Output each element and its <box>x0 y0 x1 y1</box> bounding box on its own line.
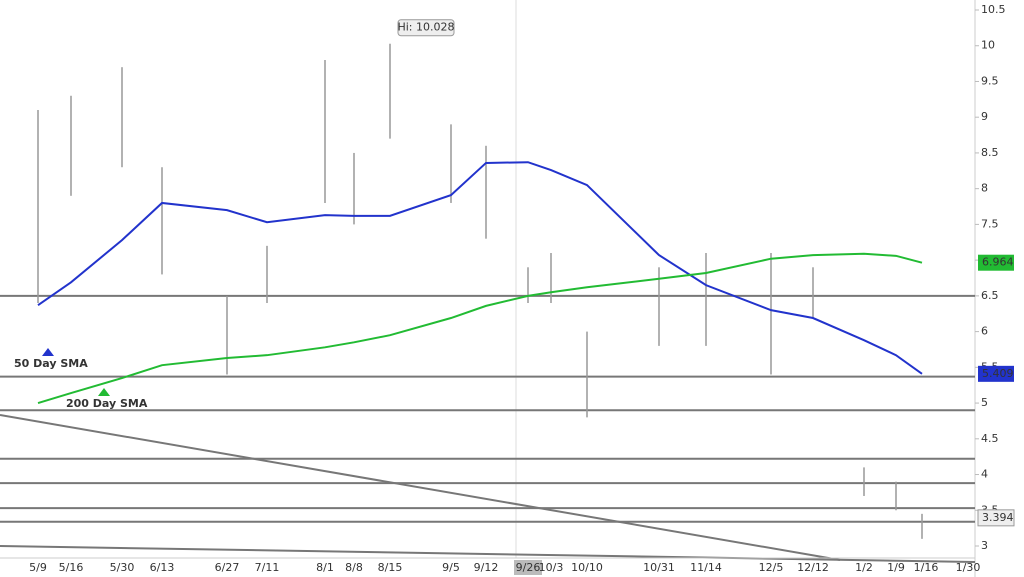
y-tick-label: 10 <box>981 39 995 52</box>
y-tick-label: 6 <box>981 325 988 338</box>
x-tick-label: 10/31 <box>643 561 675 574</box>
x-tick-label: 12/12 <box>797 561 829 574</box>
x-tick-label: 8/15 <box>378 561 403 574</box>
y-tick-label: 8.5 <box>981 146 999 159</box>
x-tick-label: 6/27 <box>215 561 240 574</box>
x-tick-label: 11/14 <box>690 561 722 574</box>
trend-line <box>0 545 976 563</box>
annotation-box <box>397 19 455 37</box>
x-tick-label: 9/12 <box>474 561 499 574</box>
annotation: Hi: 10.028 <box>397 21 454 34</box>
x-tick-label: 1/2 <box>855 561 873 574</box>
x-tick-label: 10/10 <box>571 561 603 574</box>
x-tick-label: 1/30 <box>956 561 981 574</box>
x-tick-label: 6/13 <box>150 561 175 574</box>
legend-marker <box>98 388 110 396</box>
last-value-label: 5.409 <box>982 367 1014 380</box>
x-tick-label: 8/8 <box>345 561 363 574</box>
last-value-box <box>978 254 1014 271</box>
x-tick-label: 1/16 <box>914 561 939 574</box>
sma-line <box>37 161 923 375</box>
x-tick-label: 1/9 <box>887 561 905 574</box>
highlight-box <box>514 560 542 575</box>
x-tick-label: 5/30 <box>110 561 135 574</box>
y-tick-label: 3 <box>981 539 988 552</box>
y-tick-label: 8 <box>981 182 988 195</box>
legend-label: 200 Day SMA <box>66 397 148 410</box>
y-tick-label: 7.5 <box>981 217 999 230</box>
y-tick-label: 6.5 <box>981 289 999 302</box>
y-tick-label: 10.5 <box>981 3 1006 16</box>
x-tick-label: 10/3 <box>539 561 564 574</box>
last-price-label: 3.394 <box>982 511 1014 524</box>
x-tick-label: 9/5 <box>442 561 460 574</box>
x-tick-label: 5/16 <box>59 561 84 574</box>
trend-line <box>0 414 841 561</box>
sma-line <box>37 252 923 405</box>
x-tick-label: 7/11 <box>255 561 280 574</box>
x-tick-label: 8/1 <box>316 561 334 574</box>
last-value-box <box>978 365 1014 382</box>
x-tick-label: 5/9 <box>29 561 47 574</box>
last-price-box <box>977 509 1015 527</box>
y-tick-label: 4.5 <box>981 432 999 445</box>
y-tick-label: 9.5 <box>981 74 999 87</box>
x-tick-label: 12/5 <box>759 561 784 574</box>
x-tick-label: 9/26 <box>516 561 541 574</box>
y-tick-label: 9 <box>981 110 988 123</box>
y-tick-label: 5 <box>981 396 988 409</box>
legend-marker <box>42 348 54 356</box>
y-tick-label: 4 <box>981 468 988 481</box>
last-value-label: 6.964 <box>982 256 1014 269</box>
legend-label: 50 Day SMA <box>14 357 88 370</box>
